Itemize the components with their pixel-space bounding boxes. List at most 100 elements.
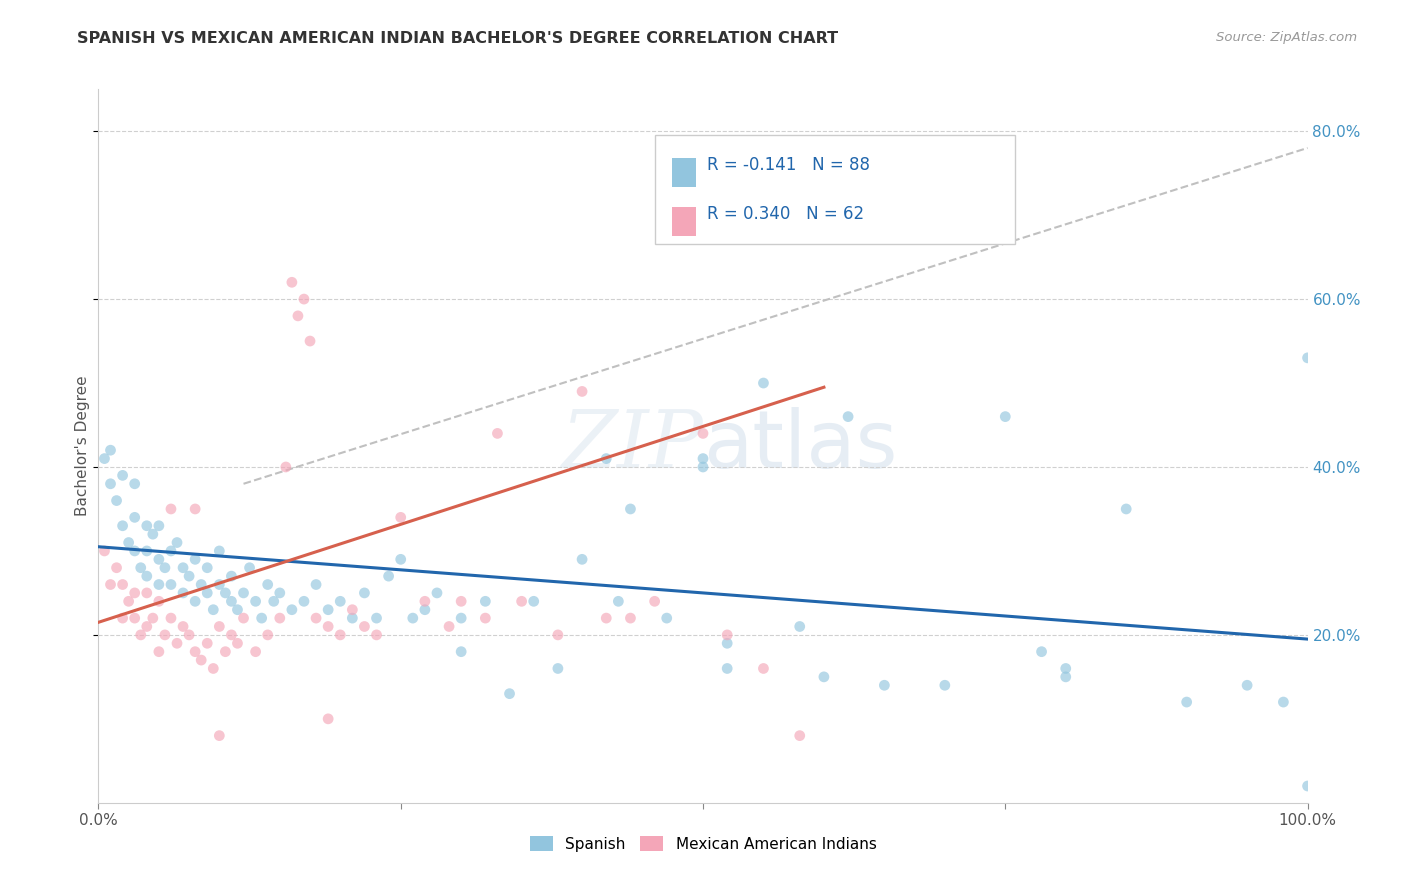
Point [118,594,141,608]
Point [1296,351,1319,365]
Point [148,577,170,591]
Point [214,586,236,600]
Point [214,645,236,659]
Point [607,594,630,608]
Point [135,569,157,583]
Point [195,560,218,574]
Point [813,670,835,684]
Point [752,661,775,675]
Point [305,577,328,591]
Point [450,594,472,608]
Point [366,611,388,625]
Point [179,628,201,642]
Point [160,611,183,625]
Point [221,628,243,642]
Point [595,611,617,625]
Point [316,619,339,633]
Point [135,518,157,533]
Point [1115,502,1137,516]
Point [135,619,157,633]
Point [148,518,170,533]
Point [160,577,183,591]
Point [547,628,569,642]
Point [486,426,509,441]
Point [389,552,412,566]
Point [510,594,533,608]
Text: R = 0.340   N = 62: R = 0.340 N = 62 [707,204,865,223]
Point [111,577,134,591]
Point [148,594,170,608]
Point [329,594,352,608]
Point [498,687,520,701]
Point [287,309,309,323]
Point [292,292,315,306]
Point [644,594,666,608]
Point [413,603,436,617]
Point [389,510,412,524]
Point [184,645,207,659]
Point [172,560,194,574]
Point [232,611,254,625]
Point [292,594,315,608]
Point [837,409,859,424]
Point [353,586,375,600]
Point [1031,645,1053,659]
Point [245,594,267,608]
Point [202,661,225,675]
Point [789,619,811,633]
Point [256,628,278,642]
Point [366,628,388,642]
Point [153,628,176,642]
Point [716,661,738,675]
Point [281,275,304,289]
Point [208,577,231,591]
Point [166,636,188,650]
Legend: Spanish, Mexican American Indians: Spanish, Mexican American Indians [522,828,884,859]
Point [256,577,278,591]
Point [263,594,285,608]
Point [619,611,641,625]
Point [129,628,152,642]
Point [142,611,165,625]
Point [1054,670,1077,684]
Point [1272,695,1295,709]
Point [450,611,472,625]
Point [148,552,170,566]
Point [124,510,146,524]
Point [299,334,322,348]
Point [1054,661,1077,675]
Point [100,577,122,591]
Point [426,586,449,600]
Point [437,619,460,633]
Point [994,409,1017,424]
Point [160,544,183,558]
Point [160,502,183,516]
Point [547,661,569,675]
Point [305,611,328,625]
Point [523,594,546,608]
Point [184,552,207,566]
Point [208,544,231,558]
Point [124,476,146,491]
Point [716,628,738,642]
Point [111,518,134,533]
Point [179,569,201,583]
Point [353,619,375,633]
Text: Source: ZipAtlas.com: Source: ZipAtlas.com [1216,31,1357,45]
Point [202,603,225,617]
Point [129,560,152,574]
Point [135,586,157,600]
Point [105,560,128,574]
Point [111,468,134,483]
Point [413,594,436,608]
Point [100,443,122,458]
Point [873,678,896,692]
Point [208,729,231,743]
Point [172,619,194,633]
Point [269,586,291,600]
Point [111,611,134,625]
Point [692,426,714,441]
Text: atlas: atlas [703,407,897,485]
Point [148,645,170,659]
Point [269,611,291,625]
